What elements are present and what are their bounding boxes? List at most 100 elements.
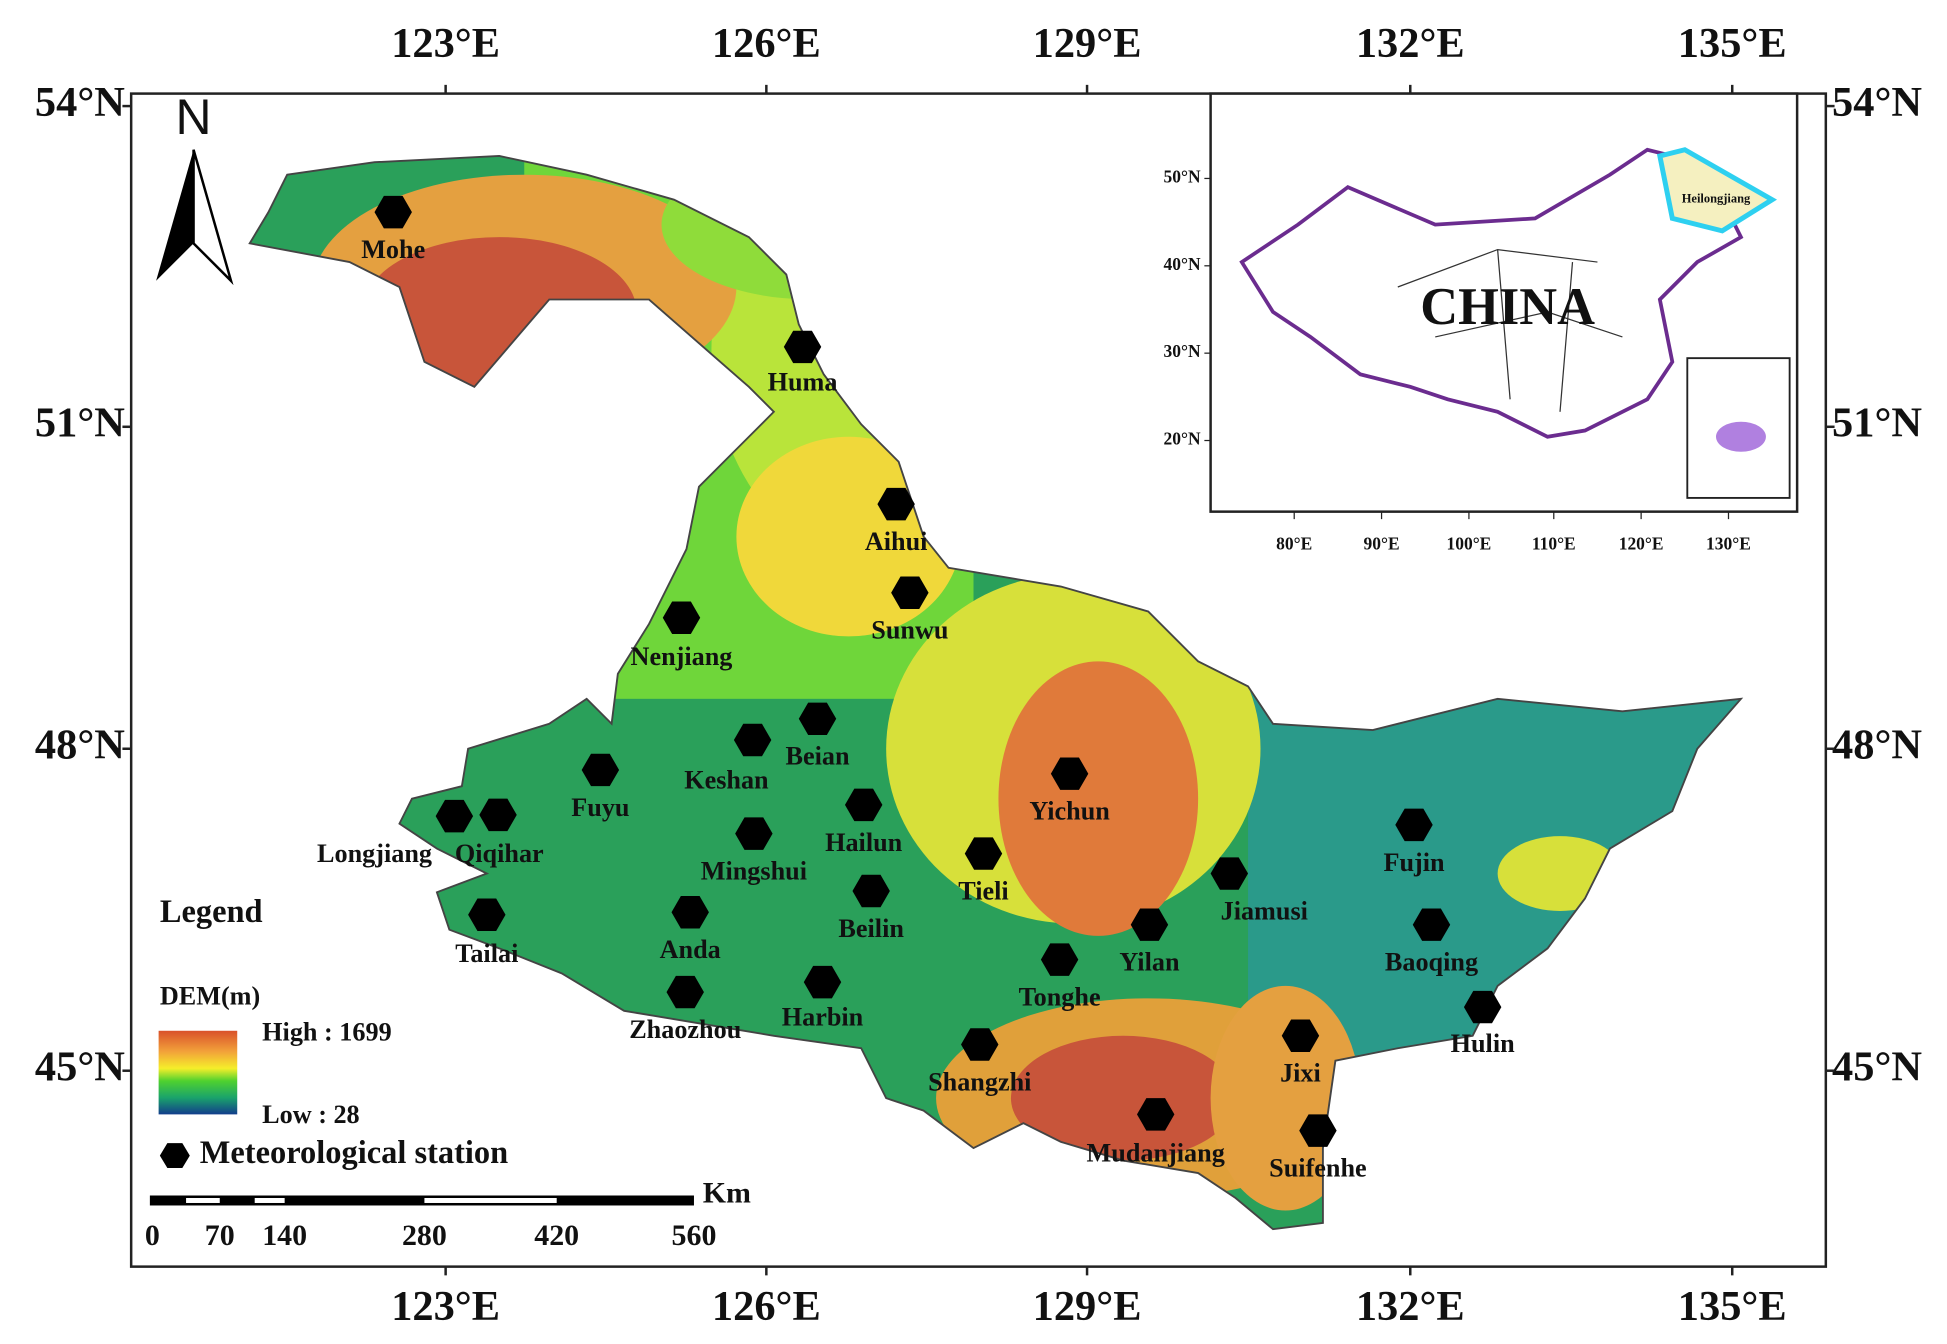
inset-lon-label: 90°E	[1364, 533, 1400, 553]
inset-lat-label: 30°N	[1164, 341, 1201, 361]
station-label: Yilan	[1119, 948, 1180, 977]
station-marker	[852, 874, 890, 908]
scale-bar: Km	[149, 1176, 751, 1209]
station-label: Mingshui	[701, 857, 807, 886]
station-label: Tieli	[958, 877, 1008, 906]
dem-ramp	[158, 1030, 238, 1115]
station-marker	[435, 799, 474, 833]
lat-label: 54°N	[1832, 79, 1922, 126]
inset-lon-label: 130°E	[1706, 533, 1751, 553]
scale-label: 70	[205, 1219, 235, 1252]
inset-lon-label: 80°E	[1276, 533, 1312, 553]
dem-high: High : 1699	[262, 1018, 392, 1047]
station-marker	[783, 330, 822, 364]
lat-label: 48°N	[35, 721, 125, 768]
station-label: Nenjiang	[631, 642, 733, 671]
lat-label: 45°N	[35, 1043, 125, 1090]
station-marker	[1463, 990, 1502, 1024]
station-marker	[1210, 857, 1249, 890]
station-label: Keshan	[684, 765, 769, 794]
station-marker	[671, 896, 709, 929]
station-label: Tonghe	[1019, 983, 1101, 1012]
lon-label: 129°E	[1033, 20, 1142, 67]
station-legend-label: Meteorological station	[200, 1135, 508, 1171]
station-label: Anda	[660, 935, 721, 964]
station-marker	[1412, 908, 1451, 941]
dem-label: DEM(m)	[160, 981, 260, 1010]
lon-label: 126°E	[712, 1283, 821, 1330]
lat-label: 51°N	[35, 400, 125, 447]
station-label: Hulin	[1451, 1029, 1515, 1058]
station-marker	[798, 702, 837, 736]
lat-label: 51°N	[1832, 400, 1922, 447]
inset-lon-label: 100°E	[1446, 533, 1491, 553]
lat-label: 45°N	[1832, 1043, 1922, 1090]
station-label: Huma	[768, 367, 838, 396]
station-marker	[1050, 757, 1089, 790]
station-label: Mohe	[361, 235, 425, 264]
station-marker	[468, 898, 506, 931]
station-marker	[733, 723, 772, 757]
station-label: Fuyu	[571, 793, 629, 822]
legend: Legend DEM(m) High : 1699 Low : 28 Meteo…	[158, 894, 508, 1171]
station-label: Beian	[785, 742, 849, 771]
station-label: Aihui	[865, 527, 928, 556]
station-marker	[735, 817, 773, 850]
inset-lat-label: 50°N	[1164, 166, 1201, 186]
lon-label: 129°E	[1033, 1283, 1142, 1330]
station-marker	[844, 788, 883, 822]
lon-label: 135°E	[1678, 1283, 1787, 1330]
scale-label: 0	[145, 1219, 160, 1252]
station-marker	[1299, 1114, 1337, 1147]
inset-province: Heilongjiang	[1682, 192, 1751, 206]
inset-map: CHINA Heilongjiang	[1209, 92, 1799, 513]
station-label: Qiqihar	[455, 839, 544, 868]
station-marker	[374, 195, 412, 229]
lon-label: 123°E	[391, 20, 500, 67]
station-marker	[964, 837, 1003, 870]
station-marker	[479, 798, 517, 832]
station-marker	[666, 975, 704, 1009]
lat-label: 48°N	[1832, 721, 1922, 768]
station-marker	[1130, 908, 1169, 941]
station-label: Fujin	[1383, 848, 1445, 877]
station-marker	[1395, 808, 1433, 842]
station-label: Harbin	[782, 1003, 864, 1032]
dem-low: Low : 28	[262, 1100, 359, 1129]
scale-unit: Km	[703, 1176, 751, 1209]
station-marker	[803, 965, 842, 999]
lon-label: 126°E	[712, 20, 821, 67]
lat-label: 54°N	[35, 79, 125, 126]
north-label: N	[176, 89, 212, 145]
scale-label: 560	[672, 1219, 717, 1252]
north-arrow: N	[156, 89, 234, 286]
station-label: Longjiang	[317, 839, 432, 868]
station-label: Sunwu	[871, 616, 948, 645]
lon-label: 123°E	[391, 1283, 500, 1330]
scale-label: 280	[402, 1219, 447, 1252]
scale-label: 140	[262, 1219, 307, 1252]
station-label: Jixi	[1280, 1059, 1321, 1088]
station-label: Suifenhe	[1269, 1154, 1366, 1183]
station-label: Hailun	[825, 828, 903, 857]
inset-lon-label: 110°E	[1532, 533, 1576, 553]
station-label: Jiamusi	[1221, 896, 1308, 925]
station-marker	[581, 753, 620, 787]
station-label: Zhaozhou	[629, 1015, 741, 1044]
station-label: Shangzhi	[928, 1067, 1031, 1096]
station-label: Beilin	[838, 914, 904, 943]
station-label: Mudanjiang	[1087, 1139, 1225, 1168]
lon-label: 132°E	[1356, 1283, 1465, 1330]
station-marker	[877, 487, 915, 521]
inset-lat-label: 40°N	[1164, 254, 1201, 274]
station-marker	[1281, 1019, 1320, 1052]
station-marker	[961, 1028, 999, 1061]
station-marker	[1136, 1098, 1175, 1131]
station-label: Tailai	[455, 939, 518, 968]
station-marker	[891, 576, 929, 609]
station-label: Baoqing	[1385, 948, 1478, 977]
scale-label: 420	[534, 1219, 579, 1252]
inset-lon-label: 120°E	[1619, 533, 1664, 553]
legend-title: Legend	[160, 894, 263, 930]
